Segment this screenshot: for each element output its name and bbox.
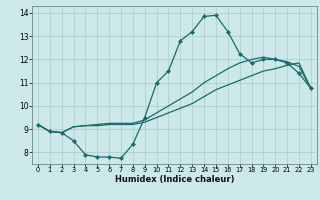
X-axis label: Humidex (Indice chaleur): Humidex (Indice chaleur) (115, 175, 234, 184)
